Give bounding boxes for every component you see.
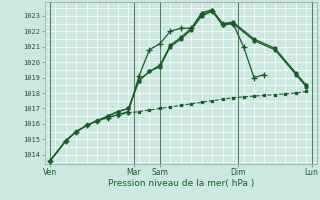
X-axis label: Pression niveau de la mer( hPa ): Pression niveau de la mer( hPa ) (108, 179, 254, 188)
